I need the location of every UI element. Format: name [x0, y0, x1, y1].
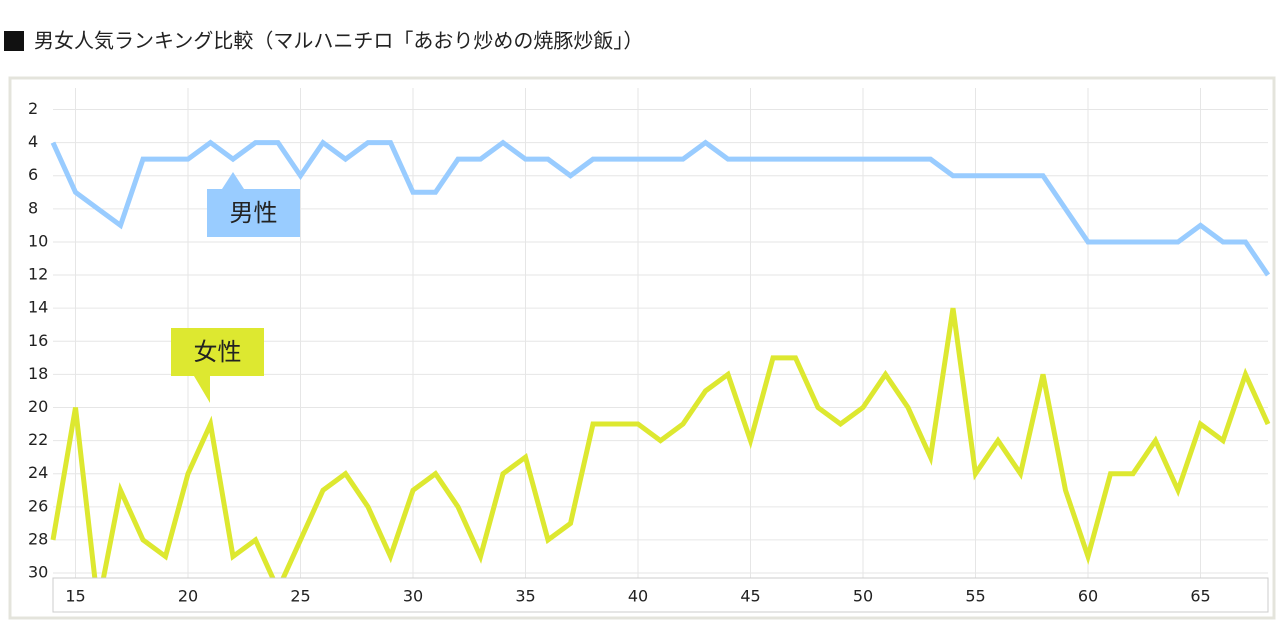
y-tick-label: 14: [28, 298, 48, 317]
x-tick-label: 30: [403, 587, 423, 606]
y-tick-label: 4: [28, 132, 38, 151]
x-tick-label: 15: [65, 587, 85, 606]
title-marker: [4, 31, 24, 51]
y-tick-label: 6: [28, 165, 38, 184]
x-tick-label: 40: [628, 587, 648, 606]
legend-box: [171, 328, 264, 376]
y-tick-label: 2: [28, 99, 38, 118]
y-tick-label: 26: [28, 496, 48, 515]
y-tick-label: 24: [28, 463, 48, 482]
y-tick-label: 16: [28, 331, 48, 350]
x-tick-label: 35: [515, 587, 535, 606]
legend-pointer: [222, 172, 244, 189]
legend-label: 女性: [194, 338, 242, 366]
y-tick-label: 8: [28, 198, 38, 217]
x-tick-label: 25: [290, 587, 310, 606]
x-tick-label: 65: [1190, 587, 1210, 606]
y-tick-label: 10: [28, 231, 48, 250]
x-tick-label: 60: [1078, 587, 1098, 606]
y-tick-label: 18: [28, 364, 48, 383]
y-tick-label: 30: [28, 563, 48, 582]
line: [50, 307, 1271, 578]
y-tick-label: 20: [28, 397, 48, 416]
y-tick-label: 28: [28, 529, 48, 548]
x-axis-box: [52, 577, 1269, 613]
legend-label: 男性: [230, 199, 278, 227]
x-tick-label: 45: [740, 587, 760, 606]
legend-pointer: [194, 376, 210, 403]
x-tick-label: 20: [178, 587, 198, 606]
chart-title: 男女人気ランキング比較（マルハニチロ「あおり炒めの焼豚炒飯」）: [34, 29, 643, 53]
x-tick-label: 55: [965, 587, 985, 606]
y-tick-label: 22: [28, 430, 48, 449]
legend-box: [207, 189, 300, 237]
line: [50, 139, 1271, 277]
x-tick-label: 50: [853, 587, 873, 606]
y-tick-label: 12: [28, 265, 48, 284]
